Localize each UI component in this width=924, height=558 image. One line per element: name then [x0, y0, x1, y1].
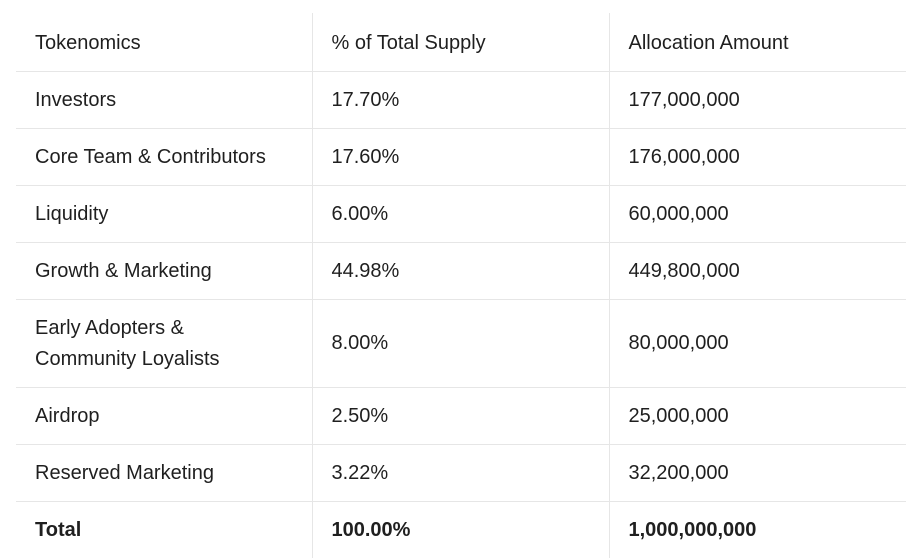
row-percent: 2.50% — [311, 387, 609, 445]
row-amount: 25,000,000 — [608, 387, 906, 445]
row-percent: 3.22% — [311, 444, 609, 502]
row-category: Airdrop — [16, 387, 312, 445]
row-percent: 44.98% — [311, 242, 609, 300]
row-percent: 17.60% — [311, 128, 609, 186]
table-row: Liquidity 6.00% 60,000,000 — [16, 185, 906, 243]
row-percent: 8.00% — [311, 299, 609, 388]
table-row: Investors 17.70% 177,000,000 — [16, 71, 906, 129]
row-amount: 80,000,000 — [608, 299, 906, 388]
row-amount: 176,000,000 — [608, 128, 906, 186]
header-percent-total-supply: % of Total Supply — [311, 13, 609, 72]
total-amount: 1,000,000,000 — [608, 501, 906, 558]
table-row: Growth & Marketing 44.98% 449,800,000 — [16, 242, 906, 300]
table-row: Airdrop 2.50% 25,000,000 — [16, 387, 906, 445]
header-tokenomics: Tokenomics — [16, 13, 312, 72]
row-percent: 6.00% — [311, 185, 609, 243]
row-category: Early Adopters & Community Loyalists — [16, 299, 312, 388]
row-category: Growth & Marketing — [16, 242, 312, 300]
row-percent: 17.70% — [311, 71, 609, 129]
row-category: Liquidity — [16, 185, 312, 243]
total-percent: 100.00% — [311, 501, 609, 558]
table-row: Early Adopters & Community Loyalists 8.0… — [16, 299, 906, 388]
row-amount: 60,000,000 — [608, 185, 906, 243]
row-amount: 449,800,000 — [608, 242, 906, 300]
table-total-row: Total 100.00% 1,000,000,000 — [16, 501, 906, 558]
table-row: Reserved Marketing 3.22% 32,200,000 — [16, 444, 906, 502]
row-category: Core Team & Contributors — [16, 128, 312, 186]
table-row: Core Team & Contributors 17.60% 176,000,… — [16, 128, 906, 186]
row-amount: 177,000,000 — [608, 71, 906, 129]
tokenomics-table-container: Tokenomics % of Total Supply Allocation … — [16, 13, 906, 558]
header-allocation-amount: Allocation Amount — [608, 13, 906, 72]
tokenomics-table: Tokenomics % of Total Supply Allocation … — [16, 13, 906, 558]
row-amount: 32,200,000 — [608, 444, 906, 502]
table-header-row: Tokenomics % of Total Supply Allocation … — [16, 13, 906, 72]
row-category: Investors — [16, 71, 312, 129]
row-category: Reserved Marketing — [16, 444, 312, 502]
total-label: Total — [35, 518, 82, 541]
